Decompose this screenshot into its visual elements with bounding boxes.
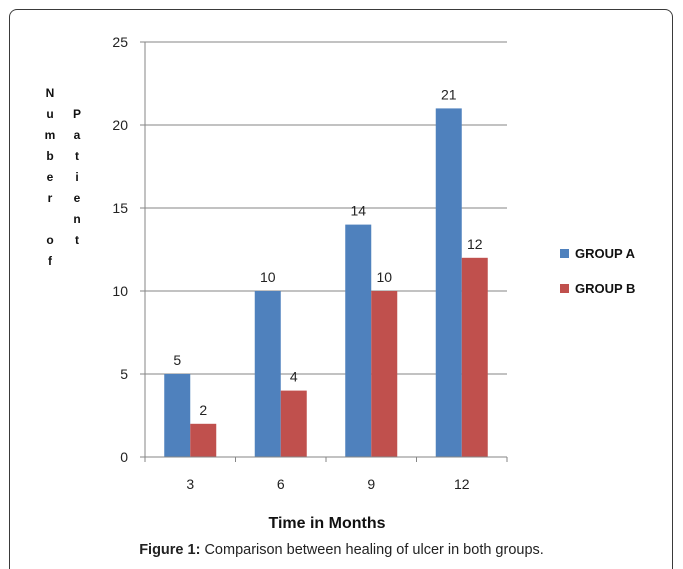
bar-group-a <box>164 374 191 457</box>
y-label-letter: u <box>46 107 53 121</box>
x-axis-title: Time in Months <box>268 515 385 532</box>
y-label-letter: n <box>73 212 80 226</box>
y-label-letter: m <box>45 128 56 142</box>
y-tick-label: 20 <box>112 117 128 133</box>
data-labels: 5 2 10 4 14 10 21 12 <box>173 86 482 417</box>
y-label-letter: N <box>46 86 55 100</box>
x-tick-label: 3 <box>186 476 194 492</box>
caption-text: Comparison between healing of ulcer in b… <box>200 542 544 558</box>
figure-caption: Figure 1: Comparison between healing of … <box>0 542 683 558</box>
bars <box>164 108 488 458</box>
legend-swatch <box>560 249 569 258</box>
bar-group-b <box>280 390 307 457</box>
y-label-letter: t <box>75 233 79 247</box>
y-label-letter: t <box>75 149 79 163</box>
bar-group-a <box>435 108 462 458</box>
data-label: 5 <box>173 352 181 368</box>
x-tick-label: 12 <box>454 476 470 492</box>
bar-group-b <box>190 423 217 457</box>
y-tick-label: 10 <box>112 283 128 299</box>
data-label: 21 <box>441 86 457 102</box>
bar-group-a <box>345 224 372 457</box>
legend-swatch <box>560 284 569 293</box>
bar-group-a <box>254 291 281 457</box>
y-label-letter: a <box>74 128 81 142</box>
y-tick-label: 0 <box>120 449 128 465</box>
y-tick-label: 25 <box>112 34 128 50</box>
x-tick-label: 9 <box>367 476 375 492</box>
bar-group-b <box>461 257 488 457</box>
legend-label: GROUP B <box>575 281 635 296</box>
data-label: 2 <box>199 402 207 418</box>
legend-label: GROUP A <box>575 246 636 261</box>
data-label: 10 <box>376 269 392 285</box>
y-label-letter: f <box>48 254 53 268</box>
data-label: 4 <box>290 369 298 385</box>
x-axis-ticks: 3 6 9 12 <box>144 457 508 492</box>
axes <box>144 42 507 458</box>
y-label-letter: i <box>75 170 78 184</box>
data-label: 14 <box>350 203 366 219</box>
x-tick-label: 6 <box>277 476 285 492</box>
y-label-letter: P <box>73 107 81 121</box>
y-label-letter: o <box>46 233 53 247</box>
y-label-letter: b <box>46 149 53 163</box>
figure-frame <box>9 9 673 569</box>
bar-group-b <box>371 291 398 457</box>
data-label: 10 <box>260 269 276 285</box>
y-tick-label: 15 <box>112 200 128 216</box>
legend: GROUP A GROUP B <box>560 246 636 296</box>
y-axis-ticks: 0 5 10 15 20 25 <box>112 34 145 465</box>
data-label: 12 <box>467 236 483 252</box>
caption-label: Figure 1: <box>139 542 201 558</box>
y-label-letter: e <box>74 191 81 205</box>
y-label-letter: r <box>48 191 53 205</box>
y-tick-label: 5 <box>120 366 128 382</box>
y-label-letter: e <box>47 170 54 184</box>
